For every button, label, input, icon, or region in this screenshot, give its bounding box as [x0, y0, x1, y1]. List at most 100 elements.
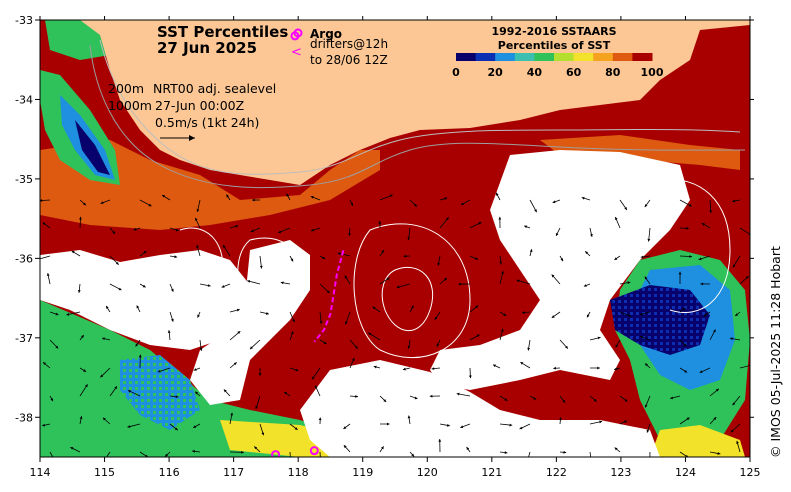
y-tick-label: -38	[15, 411, 33, 424]
x-tick-label: 115	[94, 466, 115, 479]
current-vector-head	[83, 369, 87, 372]
colorbar-swatch	[573, 53, 594, 61]
current-vector-head	[698, 257, 702, 261]
current-vector-head	[614, 367, 618, 371]
y-tick-label: -35	[15, 173, 33, 186]
current-vector-head	[233, 362, 237, 366]
current-vector-head	[585, 251, 589, 255]
current-vector-head	[286, 193, 290, 197]
current-vector-head	[745, 276, 749, 279]
x-tick-label: 123	[610, 466, 631, 479]
current-vector-head	[688, 203, 692, 207]
current-vector-head	[628, 314, 632, 317]
west-cold-core	[75, 120, 110, 175]
x-axis: 114 115 116 117 118 119 120 121 122 123 124 125	[30, 16, 761, 479]
current-vector-head	[115, 261, 119, 265]
title-line-2: 27 Jun 2025	[157, 39, 257, 57]
credit-text: © IMOS 05-Jul-2025 11:28 Hobart	[768, 246, 783, 458]
current-vector-head	[345, 321, 348, 325]
current-vector-head	[50, 398, 53, 402]
colorbar-swatch	[495, 53, 516, 61]
se-yellow-zone	[650, 425, 745, 457]
current-vector-head	[732, 199, 736, 203]
current-vector-head	[170, 318, 174, 322]
current-vector-head	[79, 216, 82, 220]
current-vector-head	[703, 313, 707, 317]
current-vector-head	[496, 192, 499, 196]
shelf-orange-east	[540, 135, 740, 170]
colorbar	[456, 53, 653, 61]
contour-legend-time: 27-Jun 00:00Z	[155, 98, 244, 113]
current-vector-head	[112, 230, 116, 234]
current-vector-head	[509, 423, 513, 427]
current-vector-head	[492, 364, 496, 368]
current-vector-head	[684, 369, 688, 373]
current-vector-head	[686, 417, 690, 421]
colorbar-swatch	[554, 53, 575, 61]
current-vector-head	[402, 367, 406, 371]
current-vector-head	[735, 313, 739, 316]
current-vector-head	[249, 346, 253, 350]
current-vector-head	[290, 258, 294, 262]
current-vector-head	[106, 305, 109, 309]
current-vector-head	[519, 426, 523, 430]
current-vector-head	[648, 459, 651, 462]
current-vector-head	[475, 257, 479, 260]
current-vector-head	[614, 257, 618, 260]
current-vector-head	[294, 427, 298, 430]
current-vector-head	[431, 367, 435, 371]
bathymetry-200m	[99, 39, 741, 175]
current-vector-head	[615, 344, 619, 348]
current-vector-head	[713, 417, 717, 421]
x-tick-label: 119	[352, 466, 373, 479]
current-vector-head	[717, 452, 721, 455]
current-vector-head	[223, 245, 226, 249]
bathymetry-1000m	[89, 44, 746, 189]
current-vector-head	[343, 426, 347, 429]
current-vector-head	[53, 460, 56, 463]
current-vector-head	[553, 366, 556, 370]
argo-legend-icon	[293, 28, 303, 38]
current-vector-head	[647, 238, 651, 242]
current-vector-head	[319, 461, 322, 464]
current-vector-head	[534, 209, 537, 213]
current-vector-head	[445, 217, 449, 221]
current-vector-head	[226, 194, 230, 198]
current-vector-head	[499, 261, 503, 265]
current-vector-head	[170, 288, 174, 292]
current-vector-head	[475, 305, 479, 309]
current-vector-head	[278, 230, 282, 234]
current-vector-head	[118, 287, 122, 291]
map-data-layer	[40, 20, 750, 464]
current-vector-head	[583, 284, 587, 287]
current-vector	[319, 451, 321, 457]
current-vector-head	[466, 446, 470, 450]
current-vector-head	[590, 460, 593, 463]
current-vector-head	[148, 203, 152, 207]
current-vector-head	[403, 254, 407, 258]
current-vector-head	[193, 368, 197, 371]
current-vector-head	[355, 395, 358, 398]
current-vector-head	[80, 334, 84, 338]
y-axis: -33 -34 -35 -36 -37 -38	[15, 14, 754, 424]
current-vector-head	[581, 196, 585, 200]
current-vector-head	[310, 228, 314, 232]
colorbar-swatch	[632, 53, 653, 61]
current-vector-head	[174, 255, 178, 259]
current-vector-head	[135, 343, 139, 347]
sw-green-zone	[40, 300, 430, 457]
current-vector-head	[686, 226, 689, 230]
current-vector-head	[66, 312, 70, 316]
current-vector-head	[280, 281, 284, 285]
current-vector-head	[627, 281, 631, 285]
current-vector-head	[236, 308, 240, 312]
current-vector-head	[444, 277, 448, 281]
current-vector-head	[624, 420, 628, 424]
current-vector-head	[136, 305, 140, 309]
colorbar-title-2: Percentiles of SST	[498, 39, 611, 52]
current-vector-head	[42, 423, 46, 427]
current-vector-head	[142, 284, 146, 288]
current-vector-head	[192, 449, 195, 453]
current-vector-head	[175, 395, 179, 399]
